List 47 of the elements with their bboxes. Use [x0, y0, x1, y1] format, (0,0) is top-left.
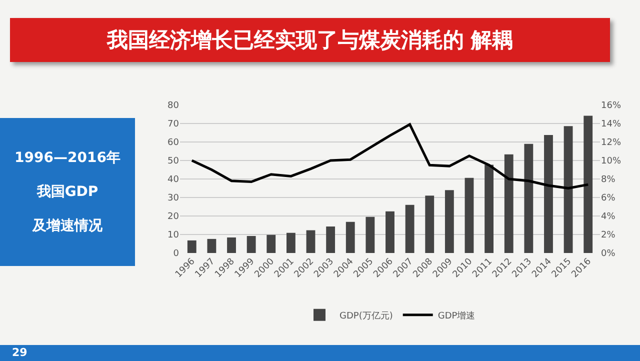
y2-tick-label: 0% [601, 249, 616, 260]
chart-title: 我国经济增长已经实现了与煤炭消耗的 解耦 [10, 18, 610, 62]
text: 我国GDP [36, 183, 98, 202]
y-tick-label: 80 [168, 101, 180, 112]
bar [227, 237, 236, 253]
bar [564, 126, 573, 253]
bar [266, 234, 276, 253]
y-tick-label: 10 [168, 230, 180, 241]
bar [444, 190, 454, 253]
bar [306, 230, 316, 253]
y2-tick-label: 10% [601, 156, 622, 167]
bar [464, 178, 474, 253]
text: 1996—2016年 [14, 149, 120, 168]
y-tick-label: 50 [168, 156, 180, 167]
y2-tick-label: 8% [601, 175, 616, 186]
bar [386, 211, 394, 253]
bar [326, 226, 336, 253]
text: 及增速情况 [32, 217, 102, 236]
y-tick-label: 40 [168, 175, 180, 186]
text: 29 [12, 345, 28, 361]
y2-tick-label: 2% [601, 230, 616, 241]
bar [484, 164, 494, 253]
legend-label: GDP(万亿元) [340, 310, 393, 322]
y-tick-label: 20 [168, 212, 180, 222]
y-tick-label: 70 [168, 120, 180, 130]
y-tick-label: 0 [173, 249, 180, 260]
y-tick-label: 30 [168, 194, 180, 204]
bar [405, 204, 414, 253]
y2-tick-label: 12% [601, 138, 622, 148]
y-tick-label: 60 [168, 138, 180, 148]
bar [187, 240, 196, 253]
legend-label: GDP增速 [438, 310, 476, 322]
bar [246, 236, 256, 253]
y2-tick-label: 14% [601, 120, 622, 130]
line-series [190, 123, 590, 190]
bar [286, 232, 296, 253]
bar [346, 222, 355, 253]
bar [425, 196, 434, 253]
y2-tick-label: 4% [601, 212, 616, 222]
bar [207, 238, 216, 253]
y2-tick-label: 16% [601, 101, 622, 112]
bar [504, 154, 514, 253]
bar [366, 216, 375, 253]
y2-tick-label: 6% [601, 194, 616, 204]
bar [524, 144, 534, 253]
bar [544, 134, 553, 253]
bar [584, 116, 593, 253]
